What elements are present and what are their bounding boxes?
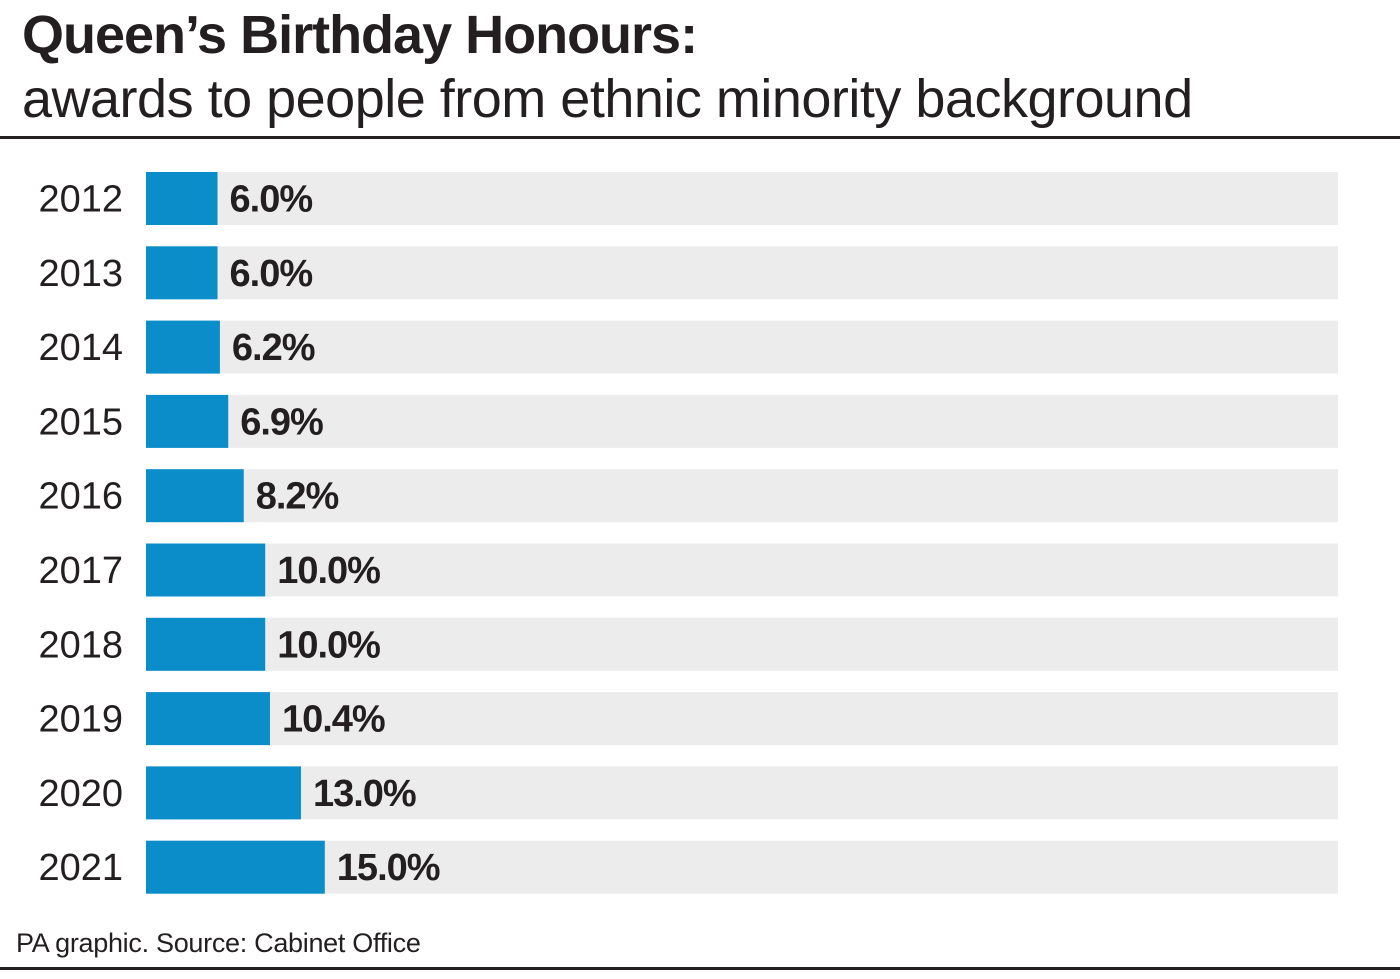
bar-2019 bbox=[146, 692, 270, 746]
category-label-2017: 2017 bbox=[38, 550, 123, 592]
category-label-2014: 2014 bbox=[38, 327, 123, 369]
category-label-2019: 2019 bbox=[38, 699, 123, 741]
bar-row-2017: 2017 10.0% bbox=[38, 543, 1338, 597]
value-label-2018: 10.0% bbox=[277, 624, 380, 666]
bar-row-2014: 2014 6.2% bbox=[38, 320, 1338, 374]
chart-subtitle: awards to people from ethnic minority ba… bbox=[22, 69, 1193, 129]
bar-row-2019: 2019 10.4% bbox=[38, 692, 1338, 746]
value-label-2016: 8.2% bbox=[256, 476, 339, 518]
bar-track-2019 bbox=[146, 692, 1338, 746]
bar-2020 bbox=[146, 766, 301, 820]
bar-2014 bbox=[146, 320, 220, 374]
value-label-2015: 6.9% bbox=[240, 401, 323, 443]
bar-2017 bbox=[146, 543, 266, 597]
bar-row-2015: 2015 6.9% bbox=[38, 394, 1338, 448]
bar-2012 bbox=[146, 172, 218, 225]
bar-2021 bbox=[146, 840, 325, 894]
value-label-2019: 10.4% bbox=[282, 699, 385, 741]
bar-track-2020 bbox=[146, 766, 1338, 820]
bar-row-2012: 2012 6.0% bbox=[38, 172, 1338, 225]
category-label-2012: 2012 bbox=[38, 179, 123, 221]
category-label-2015: 2015 bbox=[38, 401, 123, 443]
category-label-2020: 2020 bbox=[38, 773, 123, 815]
value-label-2013: 6.0% bbox=[230, 253, 313, 295]
bar-track-2021 bbox=[146, 840, 1338, 894]
bar-2015 bbox=[146, 394, 229, 448]
bar-track-2017 bbox=[146, 543, 1338, 597]
bar-row-2018: 2018 10.0% bbox=[38, 617, 1338, 671]
bottom-divider bbox=[0, 967, 1400, 970]
value-label-2021: 15.0% bbox=[337, 847, 440, 889]
bar-row-2020: 2020 13.0% bbox=[38, 766, 1338, 820]
bar-2016 bbox=[146, 469, 244, 523]
bar-2013 bbox=[146, 246, 218, 300]
category-label-2016: 2016 bbox=[38, 476, 123, 518]
category-label-2013: 2013 bbox=[38, 253, 123, 295]
bar-track-2013 bbox=[146, 246, 1338, 300]
top-divider bbox=[0, 136, 1400, 139]
value-label-2017: 10.0% bbox=[277, 550, 380, 592]
source-credit: PA graphic. Source: Cabinet Office bbox=[16, 928, 421, 958]
bar-2018 bbox=[146, 617, 266, 671]
value-label-2020: 13.0% bbox=[313, 773, 416, 815]
category-label-2021: 2021 bbox=[38, 847, 123, 889]
bar-row-2013: 2013 6.0% bbox=[38, 246, 1338, 300]
bar-track-2015 bbox=[146, 394, 1338, 448]
bar-track-2016 bbox=[146, 469, 1338, 523]
bar-chart: 2012 6.0% 2013 6.0% 2014 6.2% 2015 6.9% 2016 8.2%… bbox=[38, 172, 1338, 894]
bar-track-2018 bbox=[146, 617, 1338, 671]
bar-track-2012 bbox=[146, 172, 1338, 225]
category-label-2018: 2018 bbox=[38, 624, 123, 666]
chart-title: Queen’s Birthday Honours: bbox=[22, 5, 698, 65]
bar-row-2021: 2021 15.0% bbox=[38, 840, 1338, 894]
value-label-2014: 6.2% bbox=[232, 327, 315, 369]
bar-track-2014 bbox=[146, 320, 1338, 374]
value-label-2012: 6.0% bbox=[230, 179, 313, 221]
bar-row-2016: 2016 8.2% bbox=[38, 469, 1338, 523]
